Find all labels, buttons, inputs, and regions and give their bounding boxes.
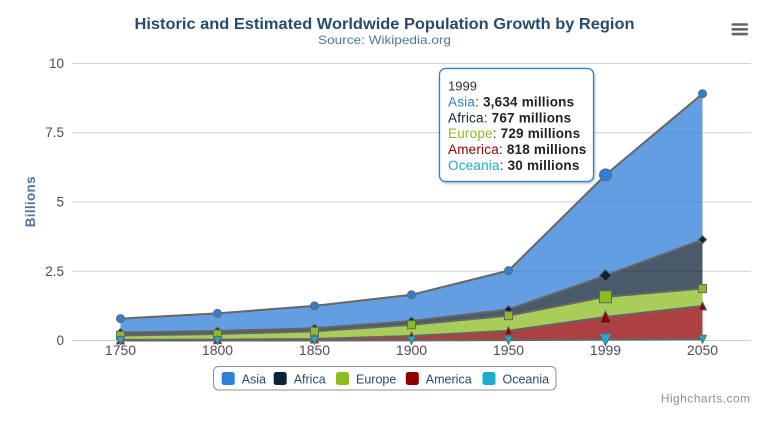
svg-text:1999: 1999 <box>590 342 621 358</box>
svg-text:7.5: 7.5 <box>45 125 64 140</box>
svg-text:Europe: 729 millions: Europe: 729 millions <box>448 126 580 141</box>
svg-text:America: America <box>426 373 472 387</box>
svg-text:1750: 1750 <box>105 342 136 358</box>
svg-text:Europe: Europe <box>356 373 396 387</box>
svg-text:1850: 1850 <box>299 342 330 358</box>
svg-text:2050: 2050 <box>687 342 718 358</box>
svg-text:0: 0 <box>56 333 64 348</box>
svg-text:1999: 1999 <box>448 79 477 94</box>
svg-text:Highcharts.com: Highcharts.com <box>661 392 751 406</box>
svg-text:America: 818 millions: America: 818 millions <box>448 142 587 157</box>
svg-text:10: 10 <box>49 56 64 71</box>
svg-text:Historic and Estimated Worldwi: Historic and Estimated Worldwide Populat… <box>135 16 635 33</box>
svg-text:1950: 1950 <box>493 342 524 358</box>
svg-text:Africa: Africa <box>294 373 326 387</box>
svg-text:Billions: Billions <box>23 176 38 227</box>
svg-text:1900: 1900 <box>396 342 427 358</box>
svg-text:1800: 1800 <box>202 342 233 358</box>
svg-text:5: 5 <box>56 195 64 210</box>
svg-text:Source: Wikipedia.org: Source: Wikipedia.org <box>318 33 451 47</box>
svg-text:Asia: 3,634 millions: Asia: 3,634 millions <box>448 94 574 109</box>
svg-text:Oceania: 30 millions: Oceania: 30 millions <box>448 158 580 173</box>
svg-text:Oceania: Oceania <box>503 373 550 387</box>
svg-text:2.5: 2.5 <box>45 264 64 279</box>
svg-text:Asia: Asia <box>242 373 266 387</box>
svg-text:Africa: 767 millions: Africa: 767 millions <box>448 110 571 125</box>
